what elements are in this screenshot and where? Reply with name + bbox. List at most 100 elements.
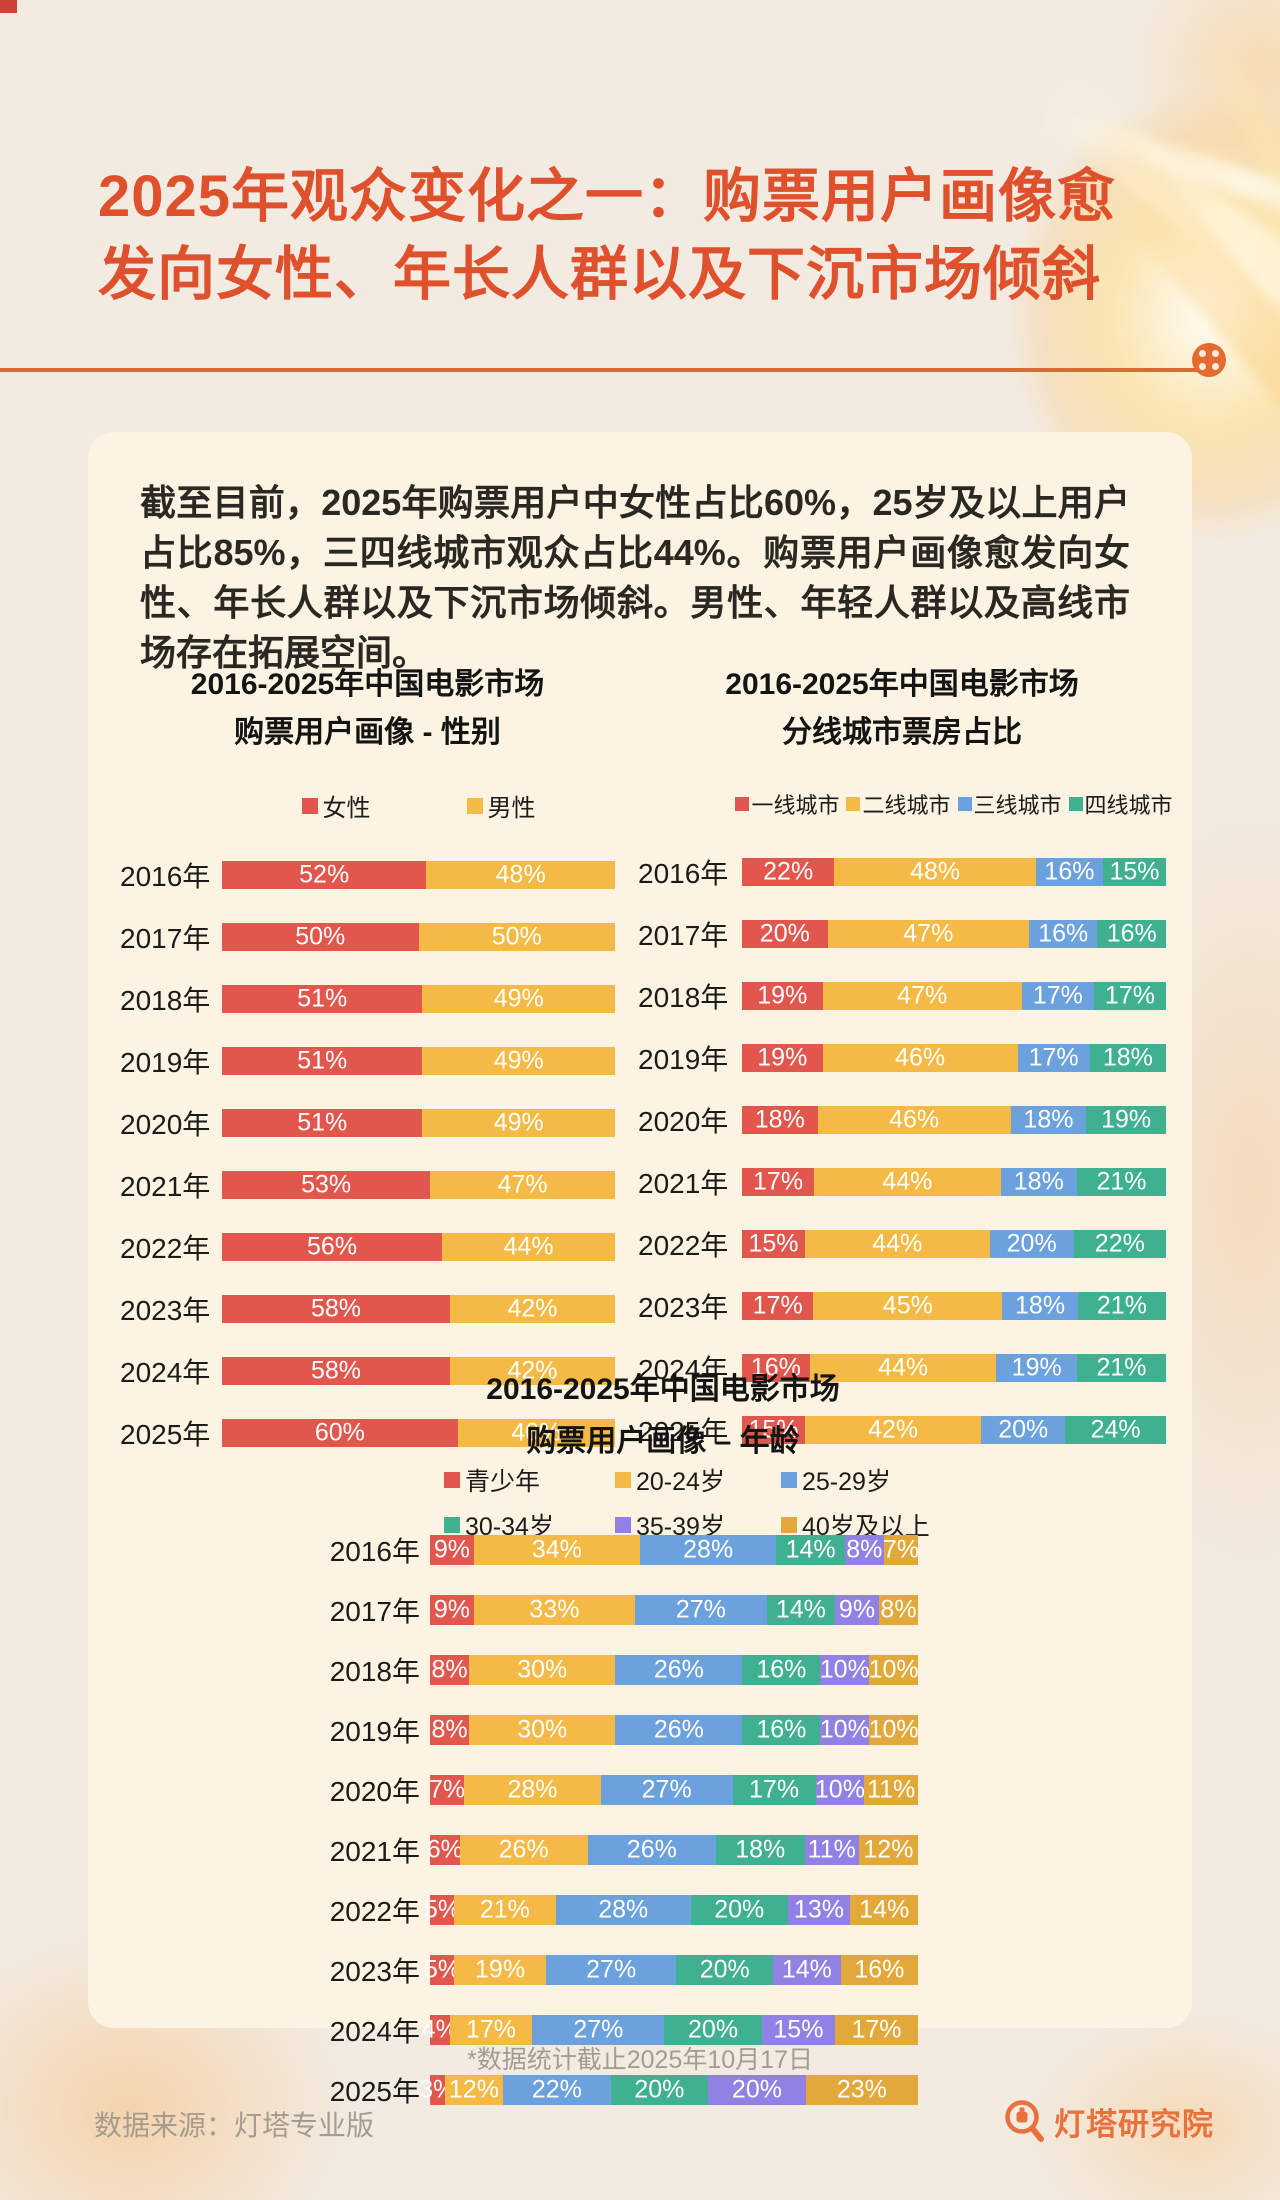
chart-row: 2018年 8% 30% 26% 16% 10% 10% <box>140 1650 919 1690</box>
bar-segment-value: 13% <box>793 1895 844 1924</box>
legend-swatch <box>781 1472 797 1488</box>
stacked-bar: 16% 44% 19% 21% <box>742 1354 1167 1382</box>
bar-segment: 44% <box>442 1233 615 1261</box>
bar-segment: 10% <box>814 1775 865 1805</box>
bar-segment-value: 6% <box>426 1835 463 1864</box>
bar-segment: 28% <box>639 1535 777 1565</box>
bar-segment-value: 48% <box>910 857 961 886</box>
year-label: 2016年 <box>329 1536 420 1567</box>
stacked-bar: 22% 48% 16% 15% <box>742 858 1166 886</box>
bar-segment: 15% <box>1103 858 1166 886</box>
bar-segment-value: 18% <box>1013 1167 1064 1196</box>
year-label: 2021年 <box>638 1168 729 1199</box>
bar-segment: 47% <box>827 919 1029 948</box>
bar-segment: 18% <box>715 1835 805 1865</box>
bar-segment: 58% <box>222 1295 450 1323</box>
bar-segment-value: 8% <box>846 1535 883 1564</box>
bar-segment-value: 50% <box>491 922 542 951</box>
bar-segment: 42% <box>804 1416 982 1444</box>
bar-segment-value: 14% <box>859 1895 910 1924</box>
stacked-bar: 15% 44% 20% 22% <box>742 1230 1166 1258</box>
bar-segment: 46% <box>822 1043 1018 1072</box>
legend-swatch <box>735 797 750 811</box>
brand-logo-text: 灯塔研究院 <box>1054 2106 1214 2142</box>
bar-segment: 8% <box>844 1535 884 1565</box>
bar-segment: 28% <box>464 1775 601 1805</box>
intro-paragraph: 截至目前，2025年购票用户中女性占比60%，25岁及以上用户占比85%，三四线… <box>140 482 1130 673</box>
bar-segment-value: 44% <box>872 1229 923 1258</box>
bar-segment: 14% <box>776 1535 845 1565</box>
bar-segment: 23% <box>805 2075 918 2105</box>
bar-segment: 17% <box>449 2015 533 2045</box>
bar-segment-value: 46% <box>895 1043 946 1072</box>
legend-label: 三线城市 <box>973 793 1062 818</box>
chart-city-tiers: 2016-2025年中国电影市场 分线城市票房占比 一线城市 二线城市 三线城市 四线… <box>638 668 1173 1472</box>
bar-segment-value: 7% <box>882 1535 919 1564</box>
bar-segment-value: 9% <box>838 1595 876 1624</box>
bar-segment-value: 47% <box>903 919 954 948</box>
bar-segment-value: 16% <box>1044 857 1095 886</box>
bar-segment-value: 47% <box>897 981 948 1010</box>
bar-segment: 42% <box>449 1356 615 1385</box>
bar-segment: 20% <box>690 1895 788 1925</box>
stacked-bar: 8% 30% 26% 16% 10% 10% <box>430 1715 919 1745</box>
chart-row: 2025年 60% 40% <box>120 1413 615 1453</box>
corner-mark <box>0 0 17 13</box>
legend-label: 一线城市 <box>751 793 840 818</box>
bar-segment: 18% <box>1002 1292 1078 1320</box>
year-label: 2020年 <box>120 1109 211 1140</box>
year-label: 2017年 <box>120 923 211 954</box>
year-label: 2023年 <box>329 1956 420 1987</box>
bar-segment-value: 44% <box>503 1232 554 1261</box>
bar-segment-value: 20% <box>699 1955 750 1984</box>
bar-segment-value: 20% <box>634 2075 685 2104</box>
bar-segment: 16% <box>1097 920 1167 948</box>
bar-segment: 17% <box>1021 982 1094 1010</box>
bar-segment-value: 51% <box>297 984 348 1013</box>
bar-segment: 17% <box>742 1168 815 1196</box>
bar-segment: 20% <box>664 2015 762 2045</box>
bar-segment-value: 34% <box>531 1535 582 1564</box>
stacked-bar: 5% 19% 27% 20% 14% 16% <box>424 1955 918 1985</box>
chart-row: 2020年 51% 49% <box>120 1103 615 1143</box>
bar-segment-value: 10% <box>814 1775 865 1804</box>
year-label: 2020年 <box>329 1776 420 1807</box>
bar-segment: 47% <box>822 981 1022 1010</box>
bar-segment: 60% <box>222 1419 458 1447</box>
bar-segment-value: 7% <box>429 1775 466 1804</box>
year-label: 2023年 <box>638 1292 729 1323</box>
bar-segment: 18% <box>1010 1106 1087 1134</box>
year-label: 2017年 <box>638 920 729 951</box>
legend-label: 25-29岁 <box>802 1468 891 1496</box>
chart-row: 2019年 51% 49% <box>120 1041 615 1081</box>
year-label: 2018年 <box>120 985 211 1016</box>
bar-segment-value: 27% <box>573 2015 624 2044</box>
bar-segment: 27% <box>545 1955 677 1985</box>
bar-segment-value: 27% <box>641 1775 692 1804</box>
chart-row: 2020年 18% 46% 18% 19% <box>638 1100 1166 1140</box>
year-label: 2019年 <box>329 1716 420 1747</box>
bar-segment-value: 17% <box>749 1775 800 1804</box>
chart-row: 2023年 58% 42% <box>120 1289 615 1329</box>
chart-row: 2022年 56% 44% <box>120 1227 615 1267</box>
bar-segment-value: 20% <box>714 1895 765 1924</box>
stacked-bar: 58% 42% <box>222 1357 615 1385</box>
stacked-bar: 9% 33% 27% 14% 9% 8% <box>430 1595 919 1625</box>
bar-segment: 24% <box>1065 1416 1166 1444</box>
bar-segment: 10% <box>869 1655 919 1685</box>
bar-segment: 16% <box>1035 857 1104 886</box>
bar-segment-value: 51% <box>297 1046 348 1075</box>
bar-segment-value: 42% <box>507 1356 558 1385</box>
bar-segment: 11% <box>864 1775 918 1805</box>
bar-segment: 56% <box>222 1233 443 1261</box>
bar-segment: 12% <box>858 1835 918 1865</box>
bar-segment-value: 16% <box>756 1715 807 1744</box>
data-cutoff-footnote: *数据统计截止2025年10月17日 <box>467 2046 813 2074</box>
legend-label: 二线城市 <box>862 793 951 818</box>
stacked-bar: 3% 12% 22% 20% 20% 23% <box>419 2075 918 2105</box>
bar-segment: 3% <box>419 2075 455 2105</box>
bar-segment-value: 10% <box>868 1715 919 1744</box>
bar-segment-value: 27% <box>586 1955 637 1984</box>
bar-segment: 11% <box>804 1835 859 1865</box>
film-reel-icon <box>1192 343 1226 377</box>
